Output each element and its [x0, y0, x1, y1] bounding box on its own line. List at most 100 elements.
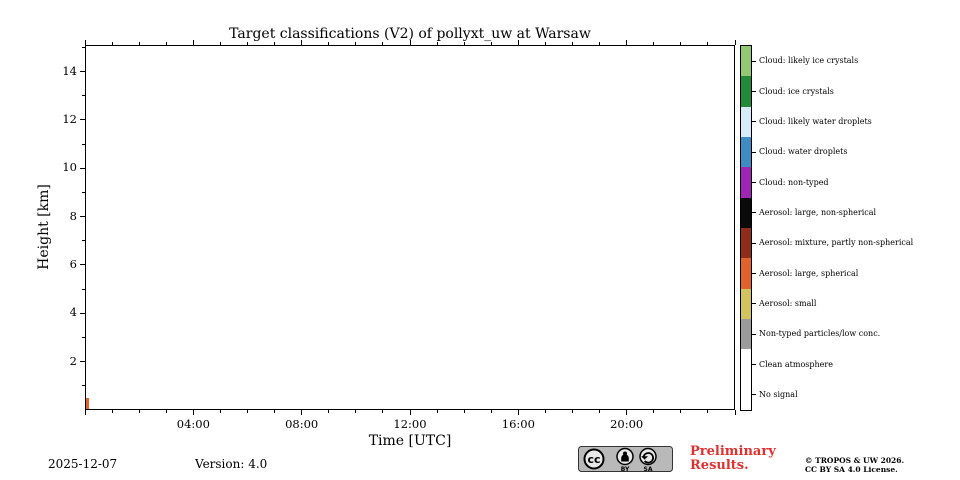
x-tick-top [192, 40, 194, 45]
x-tick [328, 410, 330, 413]
x-tick-label: 20:00 [610, 417, 644, 431]
legend-tick [752, 364, 756, 365]
data-artifact [86, 397, 89, 409]
y-tick [82, 95, 85, 97]
cc-glyph: cc [587, 453, 600, 466]
legend-label: Non-typed particles/low conc. [759, 329, 881, 339]
x-tick [247, 410, 248, 413]
x-tick [463, 410, 465, 413]
y-tick [80, 71, 85, 73]
x-tick [626, 410, 628, 415]
x-tick [382, 410, 384, 413]
preliminary-note: Preliminary Results. [690, 444, 776, 473]
legend-label: Clean atmosphere [759, 359, 833, 369]
by-glyph: BY [621, 466, 630, 472]
legend-swatch [741, 379, 751, 410]
x-tick-top [355, 42, 357, 45]
x-tick-top [301, 40, 303, 45]
copyright-line1: © TROPOS & UW 2026. [805, 456, 905, 465]
x-tick-top [572, 42, 573, 45]
y-tick-label: 4 [69, 305, 77, 320]
x-tick-top [111, 42, 113, 45]
x-tick-top [490, 42, 492, 45]
legend-tick [752, 394, 756, 396]
x-tick-top [84, 40, 86, 45]
x-tick [409, 410, 411, 415]
legend-colorbar [740, 45, 752, 411]
x-tick [84, 410, 86, 415]
legend-swatch [741, 349, 751, 380]
legend-swatch [741, 167, 751, 198]
x-tick-top [680, 42, 682, 45]
legend-label: Cloud: likely water droplets [759, 116, 872, 126]
x-tick-top [544, 42, 546, 45]
version-label: Version: 4.0 [195, 457, 268, 471]
y-tick [82, 191, 85, 193]
x-tick-top [517, 40, 519, 45]
x-tick [734, 410, 736, 415]
chart-title: Target classifications (V2) of pollyxt_u… [229, 26, 591, 42]
x-tick-top [274, 42, 276, 45]
y-tick [82, 143, 85, 145]
legend-swatch [741, 318, 751, 350]
y-tick-label: 2 [69, 353, 77, 368]
x-tick-label: 08:00 [285, 417, 319, 431]
copyright-note: © TROPOS & UW 2026. CC BY SA 4.0 License… [805, 456, 904, 474]
y-tick [80, 264, 85, 266]
legend-label: Aerosol: large, non-spherical [759, 207, 877, 217]
x-tick [219, 410, 221, 413]
x-tick [192, 410, 194, 415]
x-tick [436, 410, 438, 413]
legend-label: Cloud: water droplets [759, 147, 848, 157]
x-tick [111, 410, 113, 413]
legend-label: Aerosol: small [759, 298, 817, 308]
legend-tick [752, 121, 756, 123]
x-tick [138, 410, 140, 413]
x-tick [653, 410, 655, 413]
x-tick [517, 410, 519, 415]
y-tick [82, 385, 85, 387]
y-tick [82, 288, 85, 290]
legend-tick [752, 91, 756, 92]
legend-swatch [741, 288, 751, 319]
y-tick [80, 216, 85, 218]
copyright-line2: CC BY SA 4.0 License. [805, 465, 898, 474]
y-tick [80, 361, 85, 363]
y-tick-label: 10 [62, 160, 77, 175]
x-tick-top [328, 42, 330, 45]
y-tick [82, 46, 85, 48]
x-tick [599, 410, 601, 413]
legend-tick [752, 182, 756, 183]
y-tick-label: 12 [62, 111, 77, 126]
x-tick-top [138, 42, 140, 45]
date-label: 2025-12-07 [48, 457, 118, 471]
legend-swatch [741, 227, 751, 259]
x-tick-top [436, 42, 438, 45]
x-tick-top [219, 42, 221, 45]
legend-label: No signal [759, 389, 798, 399]
x-tick [490, 410, 492, 413]
x-axis-label: Time [UTC] [368, 433, 452, 449]
y-tick-label: 6 [69, 256, 77, 271]
legend-label: Cloud: ice crystals [759, 86, 834, 96]
legend-swatch [741, 76, 751, 107]
x-tick [680, 410, 682, 413]
x-tick [165, 410, 167, 413]
sa-glyph: SA [644, 466, 653, 472]
x-tick-top [734, 40, 736, 45]
y-tick-label: 8 [69, 208, 77, 223]
x-tick-top [165, 42, 167, 45]
y-tick [80, 312, 85, 314]
y-tick-label: 14 [62, 63, 77, 78]
legend-label: Cloud: likely ice crystals [759, 56, 859, 66]
y-tick [80, 119, 85, 121]
legend-label: Aerosol: large, spherical [759, 268, 859, 278]
x-tick [274, 410, 276, 413]
legend-tick [752, 242, 756, 244]
x-tick-top [707, 42, 709, 45]
x-tick-top [653, 42, 655, 45]
x-tick-label: 16:00 [501, 417, 535, 431]
legend-swatch [741, 197, 751, 228]
y-tick [80, 167, 85, 169]
